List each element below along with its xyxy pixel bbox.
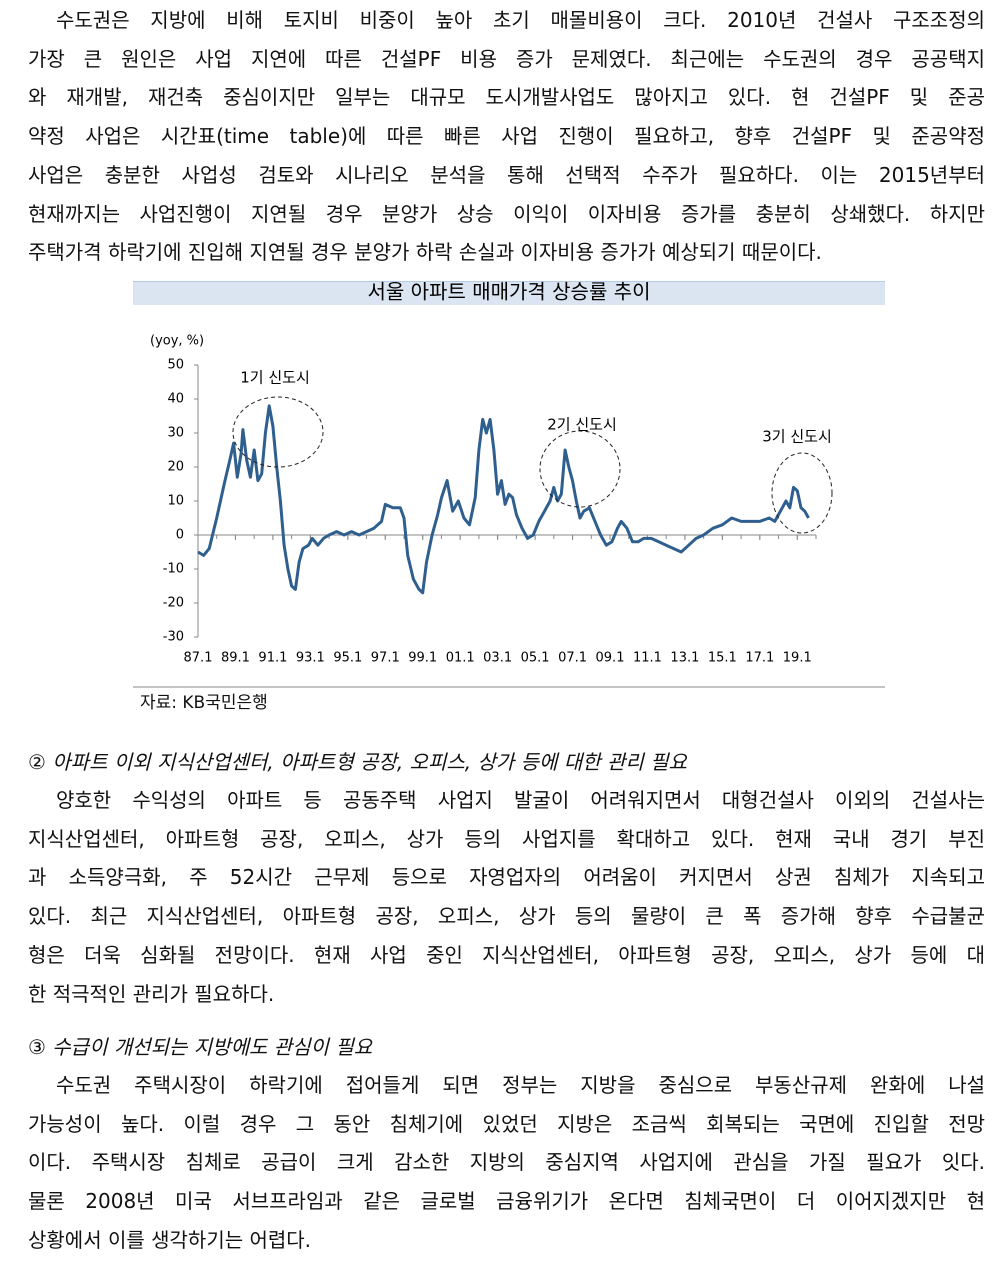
x-tick-label: 07.1 bbox=[558, 651, 587, 666]
section-heading: ② 아파트 이외 지식산업센터, 아파트형 공장, 오피스, 상가 등에 대한 … bbox=[28, 750, 687, 774]
x-tick-label: 91.1 bbox=[258, 651, 287, 666]
x-tick-label: 01.1 bbox=[446, 651, 475, 666]
x-tick-label: 09.1 bbox=[596, 651, 625, 666]
x-tick-label: 89.1 bbox=[221, 651, 250, 666]
section-heading: ③ 수급이 개선되는 지방에도 관심이 필요 bbox=[28, 1035, 373, 1059]
paragraph-line: 약정 사업은 시간표(time table)에 따른 빠른 사업 진행이 필요하… bbox=[28, 124, 985, 149]
paragraph-line: 있다. 최근 지식산업센터, 아파트형 공장, 오피스, 상가 등의 물량이 큰… bbox=[28, 904, 985, 929]
paragraph-line: 와 재개발, 재건축 중심이지만 일부는 대규모 도시개발사업도 많아지고 있다… bbox=[28, 85, 985, 110]
y-tick-label: 10 bbox=[167, 494, 184, 509]
paragraph-line: 현재까지는 사업진행이 지연될 경우 분양가 상승 이익이 이자비용 증가를 충… bbox=[28, 201, 985, 226]
paragraph-line: 가능성이 높다. 이럴 경우 그 동안 침체기에 있었던 지방은 조금씩 회복되… bbox=[28, 1111, 985, 1136]
x-tick-label: 19.1 bbox=[783, 651, 812, 666]
data-line bbox=[197, 404, 810, 595]
paragraph-line: 한 적극적인 관리가 필요하다. bbox=[28, 981, 275, 1006]
annotation: 2기 신도시 bbox=[547, 416, 617, 434]
source-note: 자료: KB국민은행 bbox=[140, 693, 268, 713]
y-tick-label: 30 bbox=[167, 426, 184, 441]
y-tick-label: 50 bbox=[167, 358, 184, 373]
x-tick-label: 13.1 bbox=[670, 651, 699, 666]
x-tick-label: 87.1 bbox=[184, 651, 213, 666]
paragraph-line: 사업은 충분한 사업성 검토와 시나리오 분석을 통해 선택적 수주가 필요하다… bbox=[28, 162, 985, 187]
x-tick-label: 11.1 bbox=[633, 651, 662, 666]
y-tick-label: 20 bbox=[167, 460, 184, 475]
x-tick-label: 03.1 bbox=[483, 651, 512, 666]
x-tick-label: 99.1 bbox=[408, 651, 437, 666]
paragraph-line: 양호한 수익성의 아파트 등 공동주택 사업지 발굴이 어려워지면서 대형건설사… bbox=[56, 788, 985, 812]
paragraph-line: 과 소득양극화, 주 52시간 근무제 등으로 자영업자의 어려움이 커지면서 … bbox=[28, 865, 985, 890]
x-tick-label: 15.1 bbox=[708, 651, 737, 666]
paragraph-line: 지식산업센터, 아파트형 공장, 오피스, 상가 등의 사업지를 확대하고 있다… bbox=[28, 826, 985, 851]
y-tick-label: 0 bbox=[176, 528, 184, 543]
paragraph-line: 형은 더욱 심화될 전망이다. 현재 사업 중인 지식산업센터, 아파트형 공장… bbox=[28, 942, 985, 967]
paragraph-line: 물론 2008년 미국 서브프라임과 같은 글로벌 금융위기가 온다면 침체국면… bbox=[28, 1189, 985, 1214]
annotation: 3기 신도시 bbox=[762, 428, 832, 446]
y-tick-label: 40 bbox=[167, 392, 184, 407]
x-tick-label: 05.1 bbox=[521, 651, 550, 666]
y-axis-label: (yoy, %) bbox=[150, 334, 204, 349]
paragraph-line: 주택가격 하락기에 진입해 지연될 경우 분양가 하락 손실과 이자비용 증가가… bbox=[28, 240, 822, 265]
chart: 서울 아파트 매매가격 상승률 추이 (yoy, %) -30 -20 -10 0 10 20… bbox=[133, 281, 885, 688]
y-tick-label: -10 bbox=[163, 562, 184, 577]
paragraph-line: 이다. 주택시장 침체로 공급이 크게 감소한 지방의 중심지역 사업지에 관심… bbox=[28, 1150, 985, 1175]
paragraph-line: 수도권은 지방에 비해 토지비 비중이 높아 초기 매몰비용이 크다. 2010… bbox=[56, 8, 985, 32]
y-tick-label: -20 bbox=[163, 596, 184, 611]
title-bar bbox=[133, 281, 885, 305]
paragraph-line: 가장 큰 원인은 사업 지연에 따른 건설PF 비용 증가 문제였다. 최근에는… bbox=[28, 46, 985, 71]
x-tick-label: 95.1 bbox=[333, 651, 362, 666]
x-tick-label: 93.1 bbox=[296, 651, 325, 666]
chart-title: 서울 아파트 매매가격 상승률 추이 bbox=[367, 281, 650, 304]
annotation: 1기 신도시 bbox=[240, 369, 310, 387]
paragraph-line: 상황에서 이를 생각하기는 어렵다. bbox=[28, 1227, 312, 1252]
x-tick-label: 17.1 bbox=[745, 651, 774, 666]
annotation-ellipse bbox=[232, 396, 324, 468]
annotation-ellipse bbox=[539, 430, 621, 508]
x-tick-label: 97.1 bbox=[371, 651, 400, 666]
paragraph-line: 수도권 주택시장이 하락기에 접어들게 되면 정부는 지방을 중심으로 부동산규… bbox=[56, 1073, 985, 1097]
y-tick-label: -30 bbox=[163, 630, 184, 645]
annotation-ellipse bbox=[771, 452, 833, 534]
